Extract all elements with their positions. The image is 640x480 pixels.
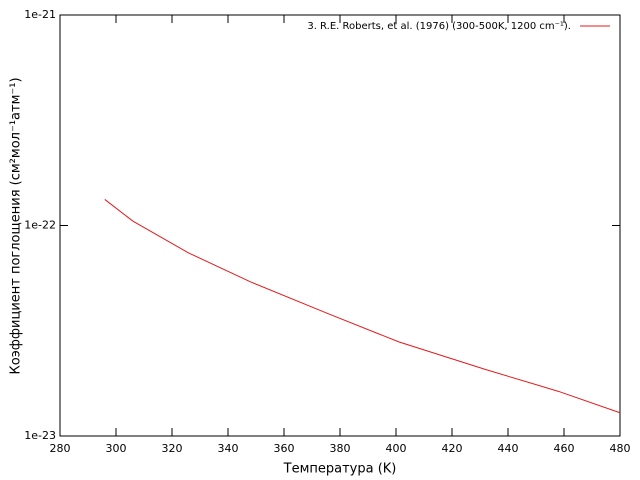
y-tick-label: 1e-22 xyxy=(24,219,56,232)
x-axis-label: Температура (K) xyxy=(283,462,397,477)
x-tick-label: 480 xyxy=(610,442,631,455)
x-tick-label: 320 xyxy=(162,442,183,455)
x-tick-label: 380 xyxy=(330,442,351,455)
x-tick-label: 420 xyxy=(442,442,463,455)
y-tick-label: 1e-21 xyxy=(24,8,56,21)
x-tick-label: 280 xyxy=(50,442,71,455)
legend-label: 3. R.E. Roberts, et al. (1976) (300-500K… xyxy=(307,21,571,32)
y-tick-label: 1e-23 xyxy=(24,429,56,442)
x-tick-label: 340 xyxy=(218,442,239,455)
x-tick-label: 300 xyxy=(106,442,127,455)
x-tick-label: 360 xyxy=(274,442,295,455)
x-tick-label: 400 xyxy=(386,442,407,455)
x-tick-label: 440 xyxy=(498,442,519,455)
x-tick-label: 460 xyxy=(554,442,575,455)
plot-frame xyxy=(59,14,621,437)
y-axis-label: Коэффициент поглощения (см²мол⁻¹атм⁻¹) xyxy=(9,77,24,374)
data-line xyxy=(104,199,621,414)
